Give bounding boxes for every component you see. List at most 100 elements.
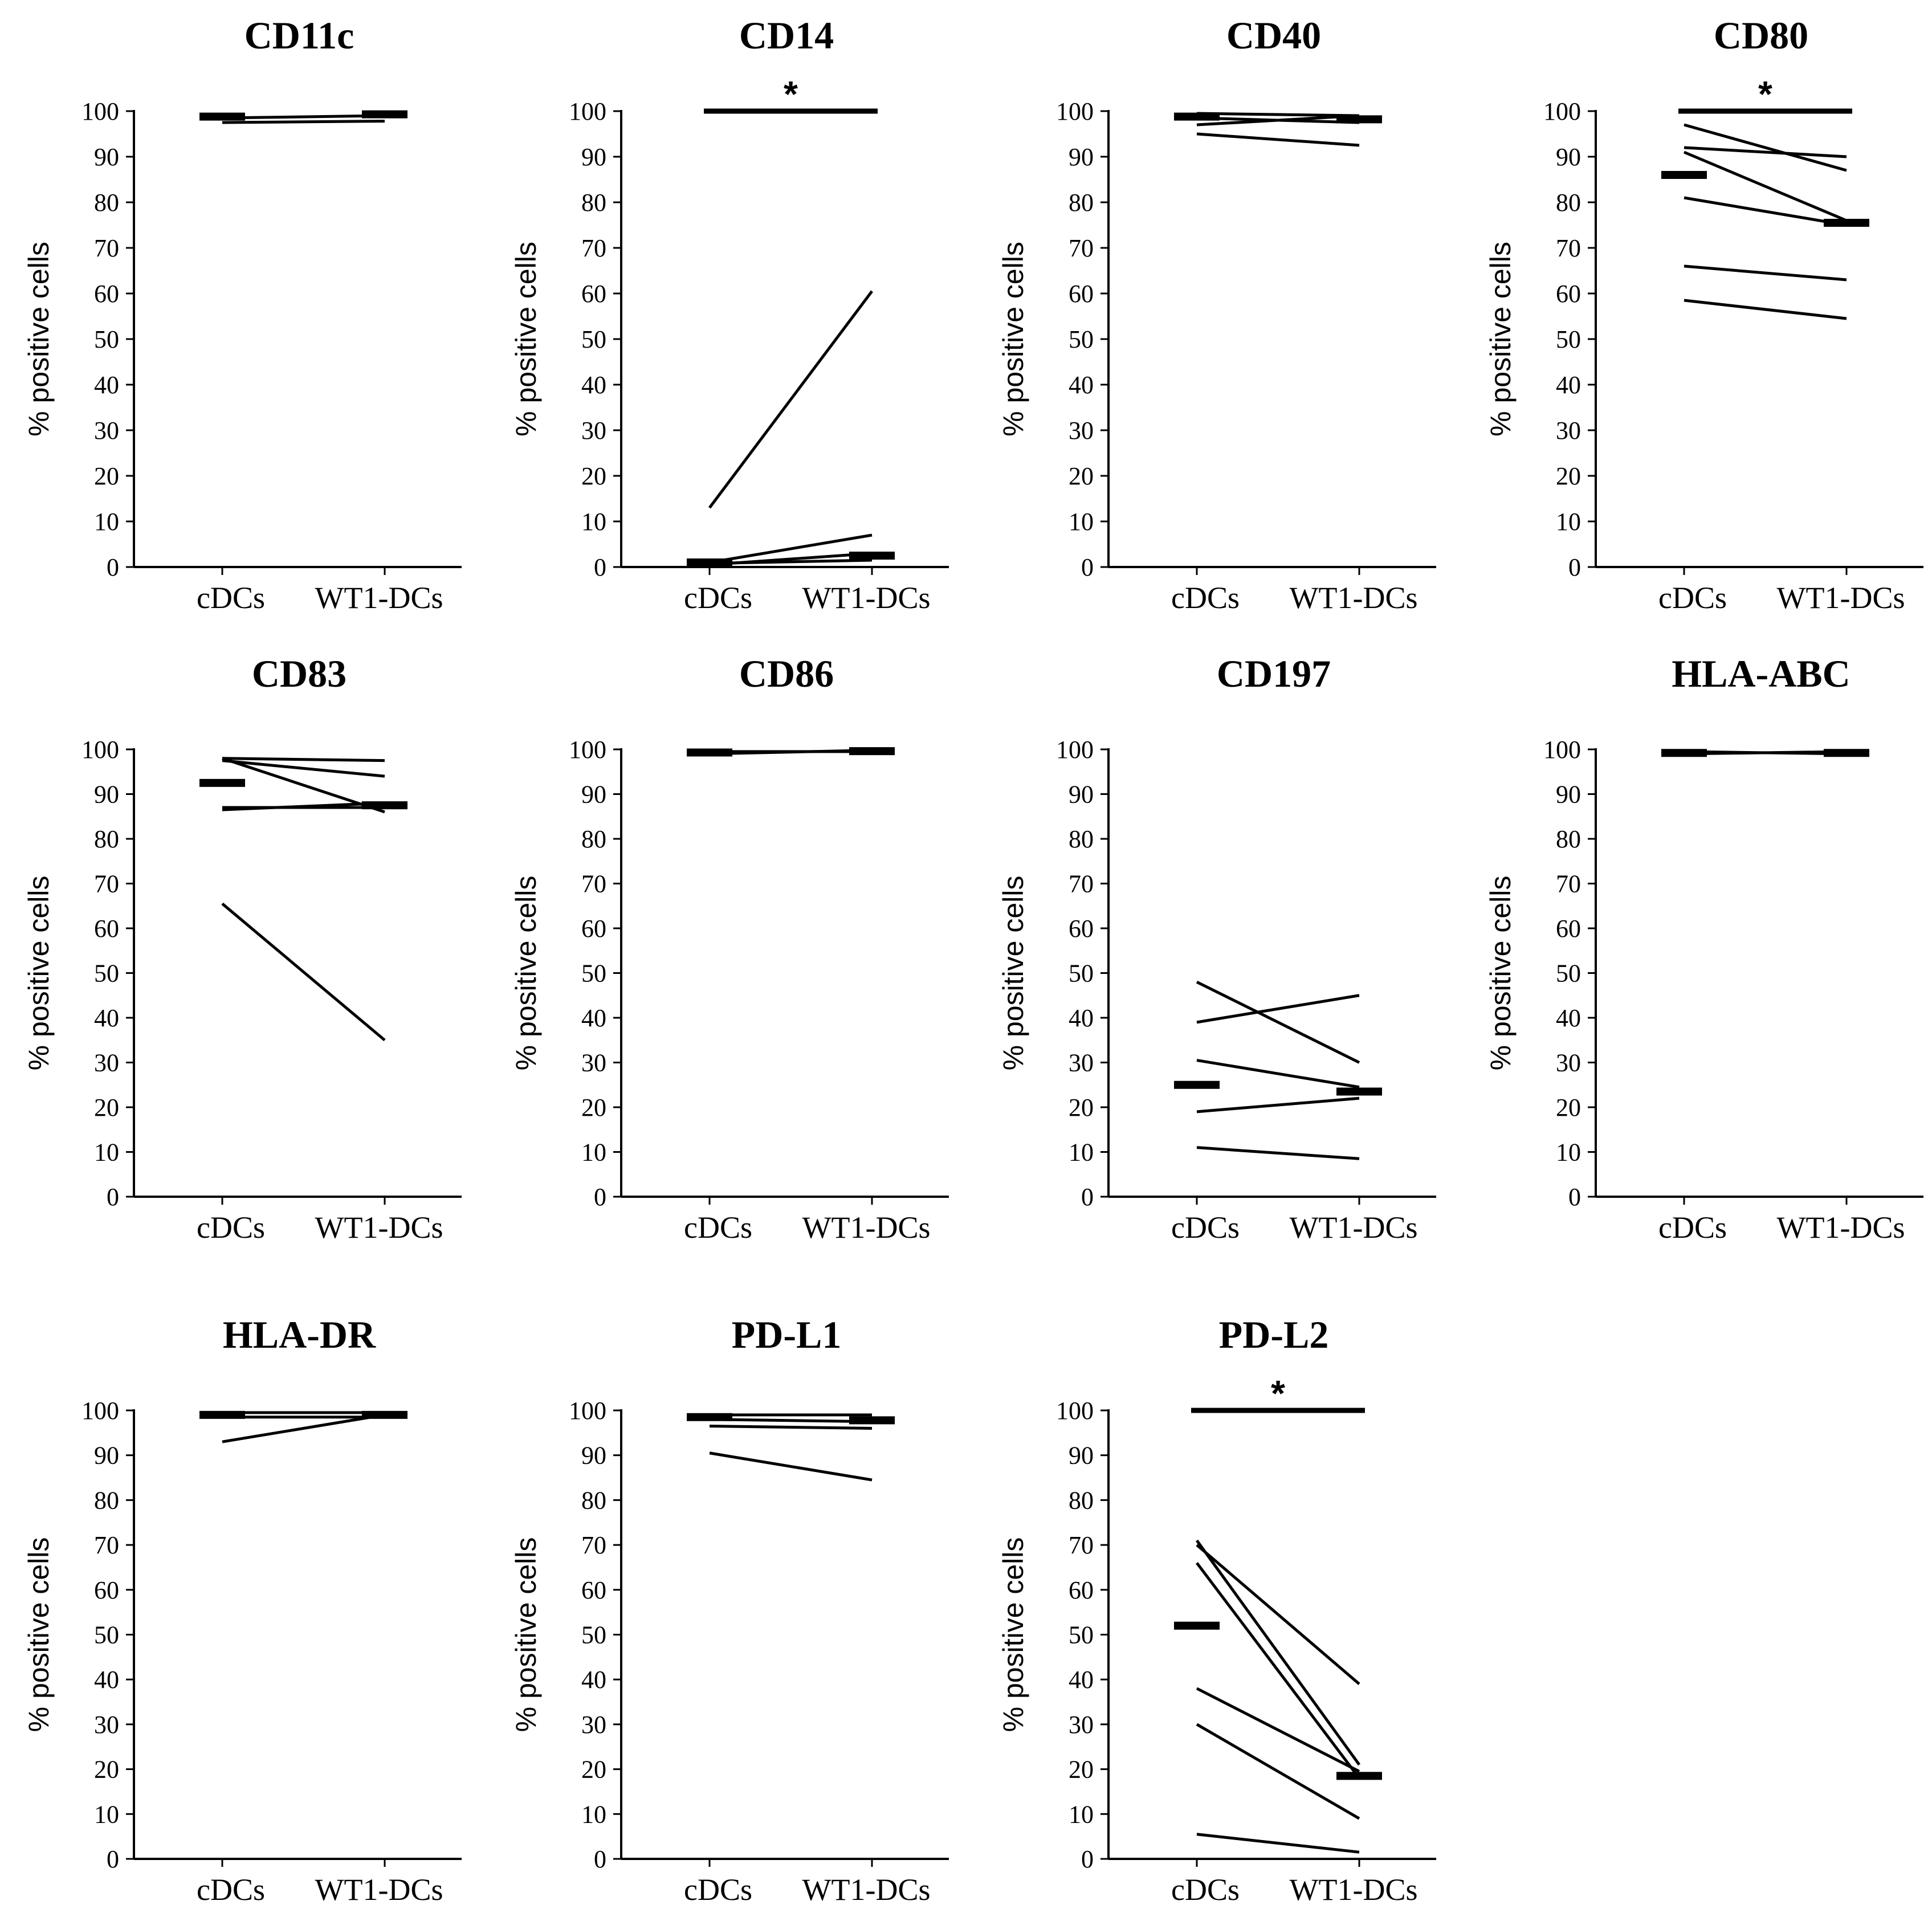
panel-7-ylabel: % positive cells [997,876,1029,1071]
panel-2-donor-line [708,290,873,509]
panel-9-ytick-label: 10 [94,1800,119,1828]
panel-6-title: CD86 [739,652,834,695]
panel-7-ytick-label: 30 [1069,1049,1094,1077]
panel-5-ytick-label: 20 [94,1094,119,1121]
panel-4-category-label: cDCs [1658,581,1727,615]
panel-11-ytick-label: 70 [1069,1531,1094,1559]
panel-8-ytick-label: 20 [1556,1094,1581,1121]
panel-6-category-label: WT1-DCs [802,1210,931,1245]
panel-4-ytick-label: 100 [1543,97,1581,125]
panel-6-ytick-label: 70 [581,870,606,898]
panel-3-ytick-label: 80 [1069,189,1094,217]
panel-8-title: HLA-ABC [1672,652,1851,695]
panel-10-ytick-label: 80 [581,1486,606,1514]
panel-2-category-label: cDCs [684,581,752,615]
panel-1-ytick-label: 40 [94,371,119,399]
panel-11-donor-line [1196,1723,1360,1820]
panel-4-donor-line [1684,264,1847,282]
panel-11-donor-line [1196,1687,1360,1773]
panel-9-category-label: WT1-DCs [315,1873,443,1907]
panel-7-donor-line [1196,1096,1360,1114]
panel-2-ytick-label: 10 [581,508,606,536]
panel-1-ytick-label: 20 [94,462,119,490]
panel-11-significance-mark: * [1271,1373,1285,1414]
panel-9-title: HLA-DR [223,1313,376,1356]
panel-8-ytick-label: 100 [1543,736,1581,764]
panel-9-category-label: cDCs [197,1873,265,1907]
panel-7-ytick-label: 10 [1069,1139,1094,1167]
panel-4-ytick-label: 60 [1556,280,1581,308]
panel-2-ytick-label: 40 [581,371,606,399]
panel-1-ylabel: % positive cells [23,242,55,437]
panel-9-ytick-label: 50 [94,1621,119,1649]
panel-2-ytick-label: 20 [581,462,606,490]
panel-3-title: CD40 [1226,14,1321,57]
panel-6-ytick-label: 50 [581,960,606,988]
panel-6-ytick-label: 40 [581,1004,606,1032]
panel-1-ytick-label: 30 [94,417,119,444]
panel-9-ytick-label: 90 [94,1442,119,1470]
panel-1-category-label: WT1-DCs [315,581,443,615]
panel-10-ytick-label: 0 [594,1845,606,1873]
panel-1-ytick-label: 80 [94,189,119,217]
panel-8-ylabel: % positive cells [1485,876,1517,1071]
panel-10-ytick-label: 60 [581,1576,606,1604]
panel-9-donor-line [222,1413,385,1443]
panel-11-ytick-label: 90 [1069,1442,1094,1470]
panel-5-ytick-label: 80 [94,825,119,853]
panel-4-ytick-label: 40 [1556,371,1581,399]
panel-2-ytick-label: 50 [581,325,606,353]
panel-10-ytick-label: 100 [569,1397,606,1425]
panel-5-ytick-label: 30 [94,1049,119,1077]
panel-7-ytick-label: 40 [1069,1004,1094,1032]
panel-4-ylabel: % positive cells [1485,242,1517,437]
panel-3-category-label: cDCs [1171,581,1240,615]
panel-8-ytick-label: 0 [1568,1183,1581,1211]
panel-1-title: CD11c [244,14,354,57]
panel-5-ytick-label: 50 [94,960,119,988]
panel-8-ytick-label: 50 [1556,960,1581,988]
panel-9-ytick-label: 100 [81,1397,119,1425]
panel-6-ytick-label: 100 [569,736,606,764]
panel-3-ytick-label: 30 [1069,417,1094,444]
panel-4-ytick-label: 90 [1556,143,1581,171]
panel-3-ytick-label: 100 [1056,97,1094,125]
panel-6-ytick-label: 60 [581,915,606,943]
panel-11-ytick-label: 30 [1069,1711,1094,1739]
panel-11-donor-line [1196,1833,1360,1854]
panel-11-category-label: WT1-DCs [1290,1873,1418,1907]
panel-10-title: PD-L1 [732,1313,842,1356]
panel-2-category-label: WT1-DCs [802,581,931,615]
panel-8-ytick-label: 30 [1556,1049,1581,1077]
panel-3-ytick-label: 50 [1069,325,1094,353]
panel-4-donor-line [1684,196,1847,227]
panel-7-ytick-label: 60 [1069,915,1094,943]
panel-1-ytick-label: 10 [94,508,119,536]
panel-4-title: CD80 [1714,14,1808,57]
panel-9-ytick-label: 30 [94,1711,119,1739]
panel-1-ytick-label: 70 [94,234,119,262]
panel-1-donor-line [222,114,385,120]
panel-5-donor-line [222,757,385,762]
panel-11-ytick-label: 40 [1069,1666,1094,1694]
panel-7-ytick-label: 70 [1069,870,1094,898]
panel-4-ytick-label: 30 [1556,417,1581,444]
panel-8-category-label: WT1-DCs [1777,1210,1905,1245]
panel-11-ytick-label: 10 [1069,1800,1094,1828]
panel-10-donor-line [709,1425,873,1430]
panel-8-category-label: cDCs [1658,1210,1727,1245]
panel-3-ytick-label: 90 [1069,143,1094,171]
panel-3-ytick-label: 40 [1069,371,1094,399]
panel-9-ytick-label: 60 [94,1576,119,1604]
panel-4-significance-mark: * [1758,74,1772,115]
panel-11-ytick-label: 80 [1069,1486,1094,1514]
panel-10-ytick-label: 30 [581,1711,606,1739]
panel-10-ytick-label: 70 [581,1531,606,1559]
panel-6-ytick-label: 90 [581,781,606,809]
panel-5-ytick-label: 100 [81,736,119,764]
panel-11-ylabel: % positive cells [997,1537,1029,1732]
panel-11-ytick-label: 100 [1056,1397,1094,1425]
panel-8-ytick-label: 70 [1556,870,1581,898]
